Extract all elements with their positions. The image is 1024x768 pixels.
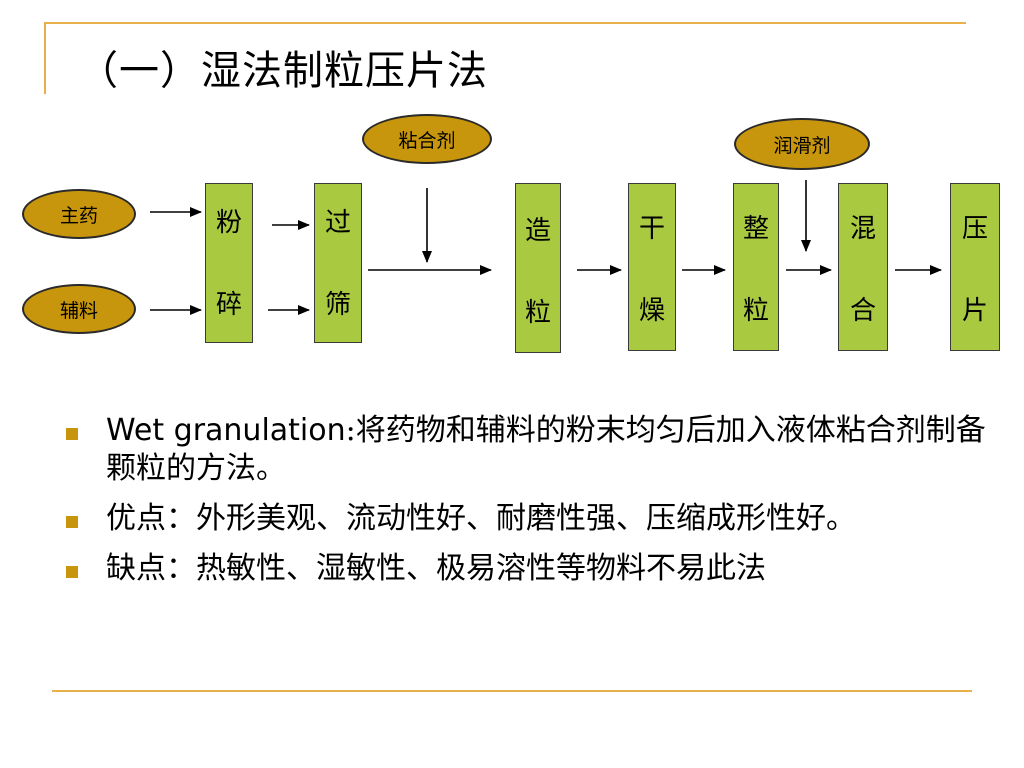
step-char: 混 <box>849 214 876 244</box>
step-box-compress: 压 片 <box>950 183 1000 351</box>
step-char: 粒 <box>524 298 551 328</box>
bottom-rule <box>52 690 972 692</box>
step-box-pulverize: 粉 碎 <box>205 183 253 343</box>
bullet-text: 缺点：热敏性、湿敏性、极易溶性等物料不易此法 <box>106 551 766 586</box>
bullet-item: Wet granulation:将药物和辅料的粉末均匀后加入液体粘合剂制备颗粒的… <box>62 412 992 488</box>
step-char: 片 <box>961 296 988 326</box>
step-box-size: 整 粒 <box>733 183 779 351</box>
step-char: 筛 <box>324 290 351 320</box>
step-box-granulate: 造 粒 <box>515 183 561 353</box>
bullet-item: 缺点：热敏性、湿敏性、极易溶性等物料不易此法 <box>62 550 992 588</box>
bullet-item: 优点：外形美观、流动性好、耐磨性强、压缩成形性好。 <box>62 500 992 538</box>
step-char: 干 <box>638 214 665 244</box>
step-box-dry: 干 燥 <box>628 183 676 351</box>
step-box-mix: 混 合 <box>838 183 888 351</box>
top-rule <box>44 22 966 24</box>
step-char: 燥 <box>638 296 665 326</box>
step-char: 压 <box>961 214 988 244</box>
step-char: 造 <box>524 216 551 246</box>
oval-lubricant: 润滑剂 <box>734 118 870 170</box>
square-bullet-icon <box>66 516 78 528</box>
oval-binder: 粘合剂 <box>362 114 492 164</box>
bullet-term: Wet granulation <box>106 413 346 448</box>
slide-title: （一）湿法制粒压片法 <box>78 48 488 94</box>
step-char: 整 <box>742 214 769 244</box>
bullet-text: 优点：外形美观、流动性好、耐磨性强、压缩成形性好。 <box>106 501 856 536</box>
oval-excipient: 辅料 <box>22 284 136 334</box>
step-char: 过 <box>324 208 351 238</box>
bullet-list: Wet granulation:将药物和辅料的粉末均匀后加入液体粘合剂制备颗粒的… <box>62 412 992 600</box>
left-rule <box>44 22 46 94</box>
step-char: 粉 <box>215 208 242 238</box>
step-char: 合 <box>849 296 876 326</box>
step-char: 粒 <box>742 296 769 326</box>
step-box-sieve: 过 筛 <box>314 183 362 343</box>
oval-main-drug: 主药 <box>22 189 136 239</box>
square-bullet-icon <box>66 566 78 578</box>
square-bullet-icon <box>66 428 78 440</box>
step-char: 碎 <box>215 290 242 320</box>
bullet-text: :将药物和辅料的粉末均匀后加入液体粘合剂制备颗粒的方法。 <box>106 413 986 486</box>
